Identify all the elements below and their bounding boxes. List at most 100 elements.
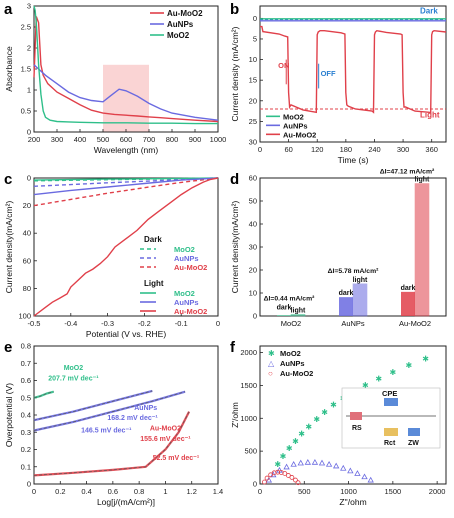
y-tick-label: 0 bbox=[253, 480, 257, 489]
category-label: MoO2 bbox=[281, 319, 301, 328]
legend-entry: Au-MoO2 bbox=[174, 307, 207, 316]
x-tick-label: 300 bbox=[51, 135, 64, 144]
y-tick-label: 0 bbox=[27, 128, 31, 137]
slope-annotation: 155.6 mV dec⁻¹ bbox=[140, 436, 191, 443]
x-tick-label: 800 bbox=[166, 135, 179, 144]
x-tick-label: -0.5 bbox=[28, 319, 41, 328]
y-axis-label: Current density(mA/cm²) bbox=[230, 201, 240, 294]
x-tick-label: 0.6 bbox=[108, 487, 118, 496]
slope-annotation: 168.2 mV dec⁻¹ bbox=[107, 415, 158, 422]
y-tick-label: 0.3 bbox=[21, 428, 31, 437]
panel-e-tafel-chart: 0 0.2 0.4 0.6 0.8 1 1.2 1.4 0 0.1 0.2 0.3 0.4 0.5 0.6 0… bbox=[4, 342, 223, 508]
data-point-triangle bbox=[318, 459, 326, 466]
data-point-circle bbox=[285, 473, 291, 478]
x-axis-label: Wavelength (nm) bbox=[94, 145, 159, 155]
y-tick-label: 2.5 bbox=[21, 23, 31, 32]
legend-entry: Au-MoO2 bbox=[280, 369, 313, 378]
series-line-au-moo2-dark bbox=[33, 177, 219, 207]
legend-entry: MoO2 bbox=[174, 245, 195, 254]
panel-letter-d: d bbox=[230, 171, 239, 188]
bar-label-light: light bbox=[353, 277, 368, 284]
data-point-circle bbox=[295, 480, 301, 486]
x-tick-label: -0.2 bbox=[138, 319, 151, 328]
y-axis-label: Z'/ohm bbox=[230, 402, 240, 428]
data-point-star: ✱ bbox=[422, 355, 429, 364]
series-line-moo2 bbox=[33, 5, 218, 125]
x-tick-label: 200 bbox=[28, 135, 41, 144]
panel-b-itcurve-chart: 0 60 120 180 240 300 360 0 5 10 15 20 25 30 Time (s) Cu… bbox=[230, 5, 447, 165]
data-point-star: ✱ bbox=[330, 401, 337, 410]
plot-frame bbox=[33, 177, 219, 317]
slope-annotation: AuNPs bbox=[134, 405, 157, 412]
panel-letter-a: a bbox=[4, 1, 13, 18]
zw-element bbox=[408, 428, 420, 436]
x-tick-label: 600 bbox=[120, 135, 133, 144]
y-tick-label: 50 bbox=[249, 197, 257, 206]
delta-annotation: ΔI=47.12 mA/cm² bbox=[380, 169, 435, 176]
category-label: AuNPs bbox=[341, 319, 365, 328]
legend-entry: MoO2 bbox=[283, 112, 304, 121]
delta-annotation: ΔI=0.44 mA/cm² bbox=[264, 295, 316, 302]
bar-dark bbox=[277, 315, 291, 316]
data-point-triangle bbox=[283, 463, 290, 470]
y-tick-label: 0.5 bbox=[21, 107, 31, 116]
data-point-star: ✱ bbox=[362, 381, 369, 390]
delta-annotation: ΔI=5.78 mA/cm² bbox=[328, 268, 380, 275]
legend-entry: AuNPs bbox=[280, 359, 305, 368]
slope-annotation: 146.5 mV dec⁻¹ bbox=[81, 427, 132, 434]
series-line-aunps-dark bbox=[33, 177, 219, 187]
panel-letter-e: e bbox=[4, 339, 12, 356]
legend-entry: Au-MoO2 bbox=[174, 263, 207, 272]
y-tick-label: 20 bbox=[249, 96, 257, 105]
data-point-star: ✱ bbox=[274, 460, 281, 469]
x-tick-label: 1000 bbox=[340, 487, 357, 496]
y-tick-label: 30 bbox=[249, 243, 257, 252]
data-point-circle bbox=[293, 477, 298, 483]
panel-letter-f: f bbox=[230, 339, 236, 356]
legend-entry: Au-MoO2 bbox=[283, 130, 316, 139]
data-point-triangle bbox=[367, 476, 374, 483]
y-tick-label: 0.6 bbox=[21, 376, 31, 385]
category-label: Au-MoO2 bbox=[399, 319, 431, 328]
y-tick-label: 0 bbox=[27, 480, 31, 489]
light-label: Light bbox=[420, 110, 440, 119]
x-tick-label: 1500 bbox=[385, 487, 402, 496]
legend-title-light: Light bbox=[144, 279, 164, 288]
x-tick-label: 0.4 bbox=[81, 487, 91, 496]
circuit-label-zw: ZW bbox=[408, 440, 419, 447]
data-point-star: ✱ bbox=[390, 368, 397, 377]
y-tick-label: 3 bbox=[27, 2, 31, 11]
bar-dark bbox=[401, 291, 415, 316]
y-tick-label: 60 bbox=[249, 174, 257, 183]
panel-d-bar-chart: 0 10 20 30 40 50 60 Current density(mA/cm²) MoO2… bbox=[230, 169, 447, 328]
series-line-au-moo2-light bbox=[33, 177, 219, 317]
data-point-star: ✱ bbox=[280, 452, 287, 461]
y-tick-label: 20 bbox=[23, 201, 31, 210]
bar-label-light: light bbox=[415, 177, 430, 184]
dark-label: Dark bbox=[420, 6, 438, 15]
plot-frame bbox=[259, 5, 447, 143]
fit-line bbox=[33, 390, 153, 421]
x-tick-label: 0 bbox=[258, 145, 262, 154]
data-point-star: ✱ bbox=[375, 374, 382, 383]
cpe-element bbox=[384, 398, 398, 406]
data-point-triangle bbox=[332, 462, 340, 469]
y-axis-label: Current density(mA/cm²) bbox=[4, 201, 14, 294]
slope-annotation: MoO2 bbox=[64, 365, 84, 372]
x-tick-label: 900 bbox=[189, 135, 202, 144]
legend-marker: ○ bbox=[268, 369, 273, 378]
panel-f-nyquist-chart: 0 500 1000 1500 2000 0 500 1000 1500 2000 Z''/ohm Z… bbox=[230, 345, 447, 507]
off-label: OFF bbox=[321, 69, 336, 78]
legend-entry: MoO2 bbox=[280, 349, 301, 358]
x-tick-label: 500 bbox=[298, 487, 311, 496]
legend-entry: Au-MoO2 bbox=[167, 9, 203, 18]
y-tick-label: 25 bbox=[249, 117, 257, 126]
x-tick-label: 1.4 bbox=[213, 487, 223, 496]
y-tick-label: 500 bbox=[244, 447, 257, 456]
slope-annotation: 52.5 mV dec⁻¹ bbox=[153, 455, 200, 462]
y-tick-label: 40 bbox=[23, 229, 31, 238]
series-line-moo2-light bbox=[33, 177, 219, 181]
fit-line bbox=[33, 411, 190, 476]
bar-dark bbox=[339, 297, 353, 316]
y-axis-label: Current density (mA/cm²) bbox=[230, 26, 240, 121]
